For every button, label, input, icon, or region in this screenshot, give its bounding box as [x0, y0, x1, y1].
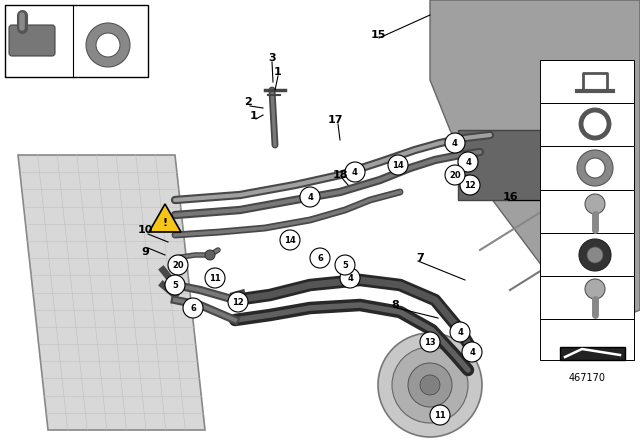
Text: 9: 9 — [141, 247, 149, 257]
Circle shape — [430, 405, 450, 425]
Text: 4: 4 — [307, 193, 313, 202]
Text: 8: 8 — [391, 300, 399, 310]
Polygon shape — [430, 0, 640, 330]
Text: 20: 20 — [172, 260, 184, 270]
FancyBboxPatch shape — [9, 25, 55, 56]
FancyBboxPatch shape — [540, 190, 634, 233]
Text: 4: 4 — [347, 273, 353, 283]
Text: 12: 12 — [232, 297, 244, 306]
Text: 467170: 467170 — [568, 373, 605, 383]
FancyBboxPatch shape — [540, 233, 634, 276]
Text: 4: 4 — [548, 293, 556, 302]
Text: 4: 4 — [352, 168, 358, 177]
Polygon shape — [560, 347, 625, 360]
Text: 14: 14 — [392, 160, 404, 169]
Text: 4: 4 — [465, 158, 471, 167]
Text: 6: 6 — [317, 254, 323, 263]
Text: 1: 1 — [250, 111, 258, 121]
Circle shape — [392, 347, 468, 423]
Text: 13: 13 — [545, 120, 559, 129]
Text: 11: 11 — [209, 273, 221, 283]
Circle shape — [462, 342, 482, 362]
Circle shape — [445, 165, 465, 185]
Text: 11: 11 — [434, 410, 446, 419]
Circle shape — [168, 255, 188, 275]
Circle shape — [165, 275, 185, 295]
Text: 11
12: 11 12 — [545, 157, 559, 179]
Polygon shape — [149, 204, 181, 232]
Circle shape — [228, 292, 248, 312]
Circle shape — [388, 155, 408, 175]
Circle shape — [450, 322, 470, 342]
Circle shape — [420, 332, 440, 352]
Circle shape — [205, 250, 215, 260]
Circle shape — [585, 194, 605, 214]
Text: 5: 5 — [172, 280, 178, 289]
Text: 14: 14 — [284, 236, 296, 245]
FancyBboxPatch shape — [540, 276, 634, 319]
FancyBboxPatch shape — [458, 130, 543, 200]
Circle shape — [458, 152, 478, 172]
Circle shape — [335, 255, 355, 275]
Text: 3: 3 — [268, 53, 276, 63]
Text: 20: 20 — [88, 13, 104, 23]
Text: 4: 4 — [457, 327, 463, 336]
Text: 13: 13 — [424, 337, 436, 346]
Text: 14: 14 — [545, 77, 559, 86]
Circle shape — [420, 375, 440, 395]
Text: 19: 19 — [6, 5, 22, 15]
Circle shape — [280, 230, 300, 250]
Text: 10: 10 — [138, 225, 153, 235]
Circle shape — [340, 268, 360, 288]
FancyBboxPatch shape — [540, 146, 634, 190]
Circle shape — [585, 158, 605, 178]
Text: 4: 4 — [469, 348, 475, 357]
Circle shape — [587, 247, 603, 263]
Text: 2: 2 — [244, 97, 252, 107]
Circle shape — [205, 268, 225, 288]
Circle shape — [378, 333, 482, 437]
Text: 20: 20 — [449, 171, 461, 180]
Text: 5: 5 — [548, 250, 556, 259]
Text: 19: 19 — [20, 13, 36, 23]
FancyBboxPatch shape — [540, 319, 634, 360]
Text: 6: 6 — [548, 207, 556, 216]
Circle shape — [585, 279, 605, 299]
Text: 18: 18 — [332, 170, 348, 180]
Text: !: ! — [163, 218, 168, 228]
Circle shape — [310, 248, 330, 268]
Circle shape — [445, 133, 465, 153]
FancyBboxPatch shape — [540, 103, 634, 146]
FancyBboxPatch shape — [5, 5, 148, 77]
Text: 16: 16 — [502, 192, 518, 202]
Circle shape — [86, 23, 130, 67]
Text: 15: 15 — [371, 30, 386, 40]
Text: 7: 7 — [416, 253, 424, 263]
Circle shape — [96, 33, 120, 57]
Circle shape — [579, 239, 611, 271]
Text: 1: 1 — [274, 67, 282, 77]
Circle shape — [183, 298, 203, 318]
Text: 5: 5 — [342, 260, 348, 270]
Circle shape — [345, 162, 365, 182]
Text: 4: 4 — [452, 138, 458, 147]
Text: 17: 17 — [327, 115, 343, 125]
Text: 6: 6 — [190, 303, 196, 313]
Text: 12: 12 — [464, 181, 476, 190]
FancyBboxPatch shape — [540, 60, 634, 103]
Circle shape — [300, 187, 320, 207]
Circle shape — [577, 150, 613, 186]
Polygon shape — [18, 155, 205, 430]
Circle shape — [460, 175, 480, 195]
Circle shape — [408, 363, 452, 407]
